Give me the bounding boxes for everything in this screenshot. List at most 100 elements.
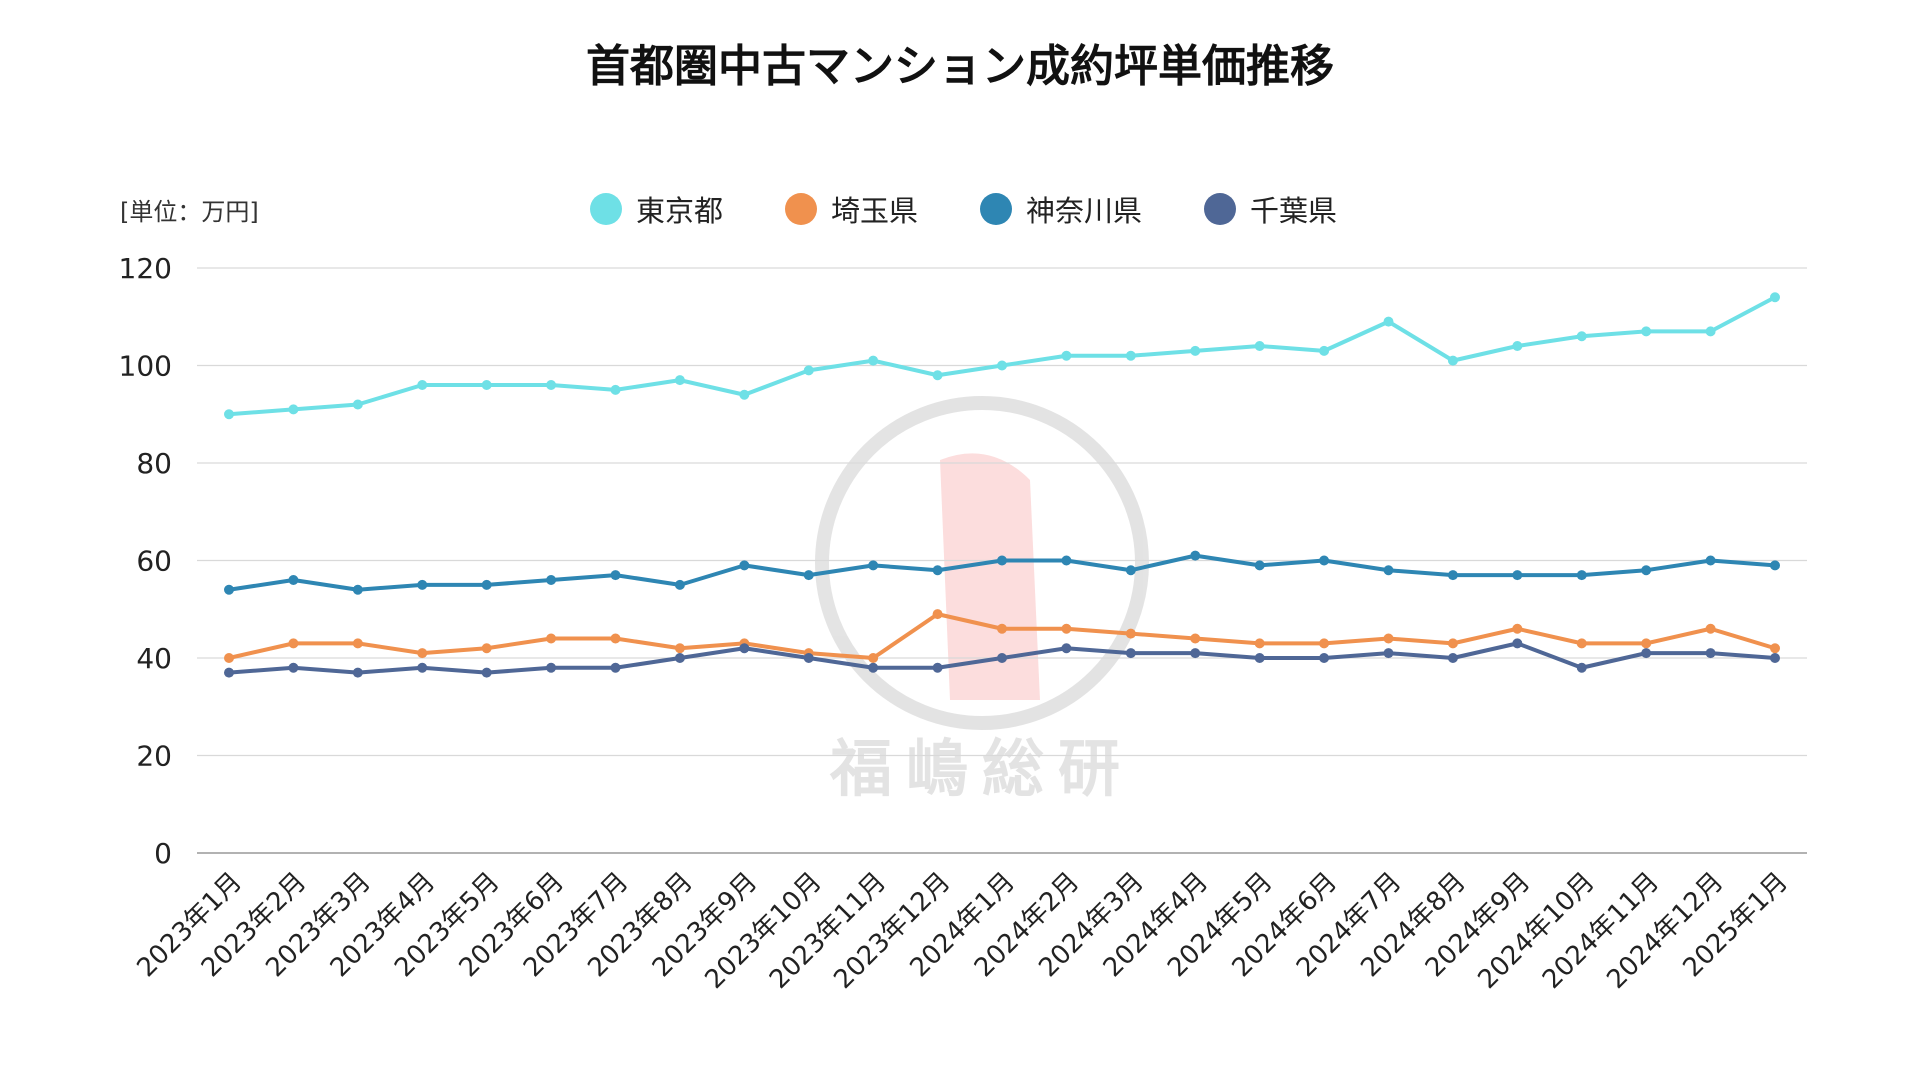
data-point [1512, 623, 1523, 634]
data-point [224, 667, 234, 678]
data-point [1190, 345, 1201, 356]
data-point [932, 370, 943, 381]
data-point [803, 365, 814, 376]
data-point [1770, 643, 1780, 654]
legend-item: 神奈川県 [980, 188, 1142, 230]
legend-marker [1204, 193, 1237, 225]
data-point [1383, 565, 1394, 576]
data-point [803, 570, 814, 581]
data-point [674, 653, 685, 663]
data-point [868, 560, 879, 571]
data-point [1705, 648, 1716, 659]
data-point [1512, 341, 1523, 351]
data-point [1705, 326, 1716, 337]
data-point [288, 575, 299, 585]
y-tick-label: 100 [119, 350, 172, 383]
data-point [481, 643, 492, 654]
data-point [1125, 628, 1136, 639]
data-point [288, 638, 299, 649]
y-tick-label: 120 [119, 252, 172, 285]
data-point [997, 360, 1007, 371]
data-point [997, 623, 1007, 634]
data-point [1641, 638, 1652, 649]
data-point [1512, 570, 1523, 581]
data-point [224, 584, 234, 595]
data-point [1770, 560, 1780, 571]
data-point [868, 355, 879, 366]
data-point [610, 384, 621, 395]
data-point [1254, 560, 1265, 571]
data-point [1061, 555, 1072, 566]
legend-label: 神奈川県 [1026, 194, 1143, 228]
watermark-figure [940, 453, 1040, 700]
legend-item: 千葉県 [1204, 188, 1337, 230]
data-point [481, 579, 492, 590]
data-point [1061, 350, 1072, 361]
data-point [1061, 623, 1072, 634]
legend-item: 東京都 [590, 188, 723, 230]
data-point [1705, 623, 1716, 634]
data-point [288, 662, 299, 673]
data-point [1061, 643, 1072, 654]
data-point [224, 409, 234, 420]
data-point [674, 375, 685, 386]
legend-marker [785, 193, 818, 225]
data-point [1125, 350, 1136, 361]
data-point [1190, 648, 1201, 659]
data-point [481, 380, 492, 390]
watermark-text: 福嶋総研 [829, 732, 1134, 805]
y-tick-label: 40 [136, 642, 172, 675]
data-point [481, 667, 492, 678]
data-point [1319, 653, 1330, 663]
data-point [932, 662, 943, 673]
data-point [1576, 638, 1587, 649]
data-point [1641, 648, 1652, 659]
data-point [1447, 653, 1458, 663]
data-point [868, 653, 879, 663]
data-point [739, 389, 750, 400]
unit-label: [単位：万円] [120, 198, 259, 226]
data-point [1576, 331, 1587, 342]
data-point [1190, 550, 1201, 561]
data-point [1383, 648, 1394, 659]
data-point [288, 404, 299, 415]
data-point [932, 565, 943, 576]
data-point [1705, 555, 1716, 566]
data-point [1770, 292, 1780, 303]
legend-marker [980, 193, 1013, 225]
data-point [417, 380, 428, 390]
data-point [546, 633, 557, 644]
data-point [868, 662, 879, 673]
data-point [1512, 638, 1523, 649]
legend: 東京都 埼玉県 神奈川県 千葉県 [590, 188, 1337, 230]
data-point [1254, 653, 1265, 663]
data-point [1447, 355, 1458, 366]
y-tick-label: 20 [136, 740, 172, 773]
watermark-logo: 福嶋総研 [815, 396, 1149, 805]
data-point [352, 638, 363, 649]
data-point [1254, 638, 1265, 649]
legend-marker [590, 193, 622, 225]
data-point [610, 570, 621, 581]
data-point [1576, 662, 1587, 673]
data-point [1319, 638, 1330, 649]
data-point [1447, 570, 1458, 581]
data-point [997, 653, 1007, 663]
data-point [546, 380, 557, 390]
data-point [417, 579, 428, 590]
y-tick-label: 60 [136, 545, 172, 578]
data-point [1319, 345, 1330, 356]
data-point [739, 643, 750, 654]
chart-title: 首都圏中古マンション成約坪単価推移 [586, 41, 1334, 92]
data-point [1770, 653, 1780, 663]
data-point [417, 648, 428, 659]
data-point [352, 399, 363, 410]
data-point [610, 633, 621, 644]
data-point [1125, 648, 1136, 659]
data-point [1254, 341, 1265, 351]
data-point [352, 584, 363, 595]
data-point [1383, 316, 1394, 327]
data-point [417, 662, 428, 673]
legend-item: 埼玉県 [785, 188, 918, 230]
